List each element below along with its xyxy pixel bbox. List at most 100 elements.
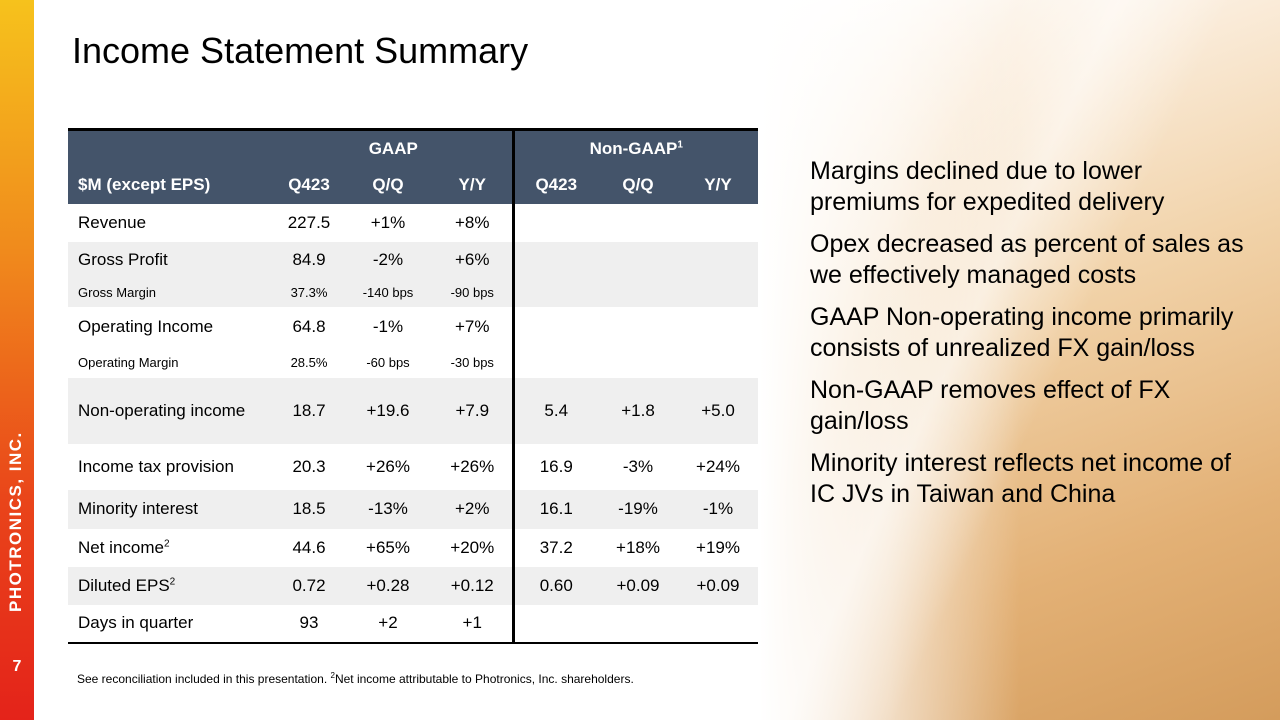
table-cell: -1% (372, 317, 404, 336)
table-cell: 37.3% (290, 285, 328, 300)
commentary-item: GAAP Non-operating income primarily cons… (810, 303, 1234, 362)
table-cell: 18.5 (292, 499, 326, 518)
row-label: Minority interest (78, 499, 198, 518)
table-cell (678, 242, 758, 279)
table-cell: 84.9 (292, 250, 326, 269)
header-empty-cell (68, 128, 275, 167)
table-cell: -2% (372, 250, 404, 269)
table-row: Operating Margin 28.5% -60 bps -30 bps (68, 347, 759, 378)
table-cell: +0.09 (696, 575, 740, 595)
table-row: Income tax provision 20.3 +26% +26% 16.9 -3% +… (68, 443, 759, 490)
table-cell: 0.72 (292, 575, 326, 595)
side-bar (0, 0, 34, 720)
table-row: Diluted EPS2 0.72 +0.28 +0.12 0.60 +0.09 +0.09 (68, 566, 759, 605)
table-cell: +6% (433, 241, 515, 279)
table-cell (513, 307, 598, 348)
table-cell: 44.6 (292, 537, 326, 557)
table-row: Net income2 44.6 +65% +20% 37.2 +18% +19% (68, 528, 759, 567)
column-header: $M (except EPS) (78, 175, 211, 194)
income-table: GAAP Non-GAAP1 $M (except EPS) Q423 Q/Q Y/Y… (68, 128, 759, 644)
table-cell: -3% (622, 456, 654, 476)
table-body: Revenue 227.5 +1% +8% Gross Profit 84.9 -2% +6%… (68, 203, 759, 644)
table-column-header: $M (except EPS) Q423 Q/Q Y/Y Q423 Q/Q Y/Y (68, 166, 759, 204)
commentary-item: Minority interest reflects net income of… (810, 449, 1231, 508)
table-cell: 28.5% (290, 355, 328, 370)
table-cell (598, 279, 678, 307)
row-label: Operating Income (78, 317, 214, 336)
background-fade (760, 0, 1020, 720)
table-cell: +26% (433, 443, 515, 490)
column-header: Q423 (535, 175, 578, 194)
table-row: Gross Profit 84.9 -2% +6% (68, 241, 759, 279)
table-cell: 18.7 (292, 400, 326, 420)
table-cell (678, 604, 759, 644)
table-cell (678, 348, 758, 378)
table-cell: +2% (433, 489, 515, 529)
table-cell: 16.1 (539, 499, 573, 518)
table-cell: -60 bps (366, 355, 410, 370)
table-cell: +5.0 (701, 400, 735, 420)
non-gaap-header: Non-GAAP1 (513, 128, 759, 167)
row-label: Gross Profit (78, 250, 168, 269)
table-cell: -30 bps (433, 347, 515, 378)
gaap-header: GAAP (275, 128, 515, 167)
table-cell: -19% (618, 499, 658, 518)
commentary-list: Margins declined due to lower premiums f… (810, 156, 1250, 521)
table-cell: +1% (370, 212, 406, 232)
table-cell (598, 604, 678, 644)
table-cell: -13% (368, 499, 408, 518)
column-header: Y/Y (704, 175, 732, 194)
table-cell (513, 204, 598, 242)
table-cell: +65% (366, 537, 410, 557)
table-cell: +19% (696, 537, 740, 557)
table-cell: +8% (433, 203, 515, 242)
table-cell: -140 bps (362, 285, 414, 300)
table-cell: +0.28 (366, 575, 410, 595)
column-header: Y/Y (433, 166, 515, 204)
table-row: Days in quarter 93 +2 +1 (68, 604, 759, 644)
table-row: Operating Income 64.8 -1% +7% (68, 306, 759, 348)
table-cell (598, 204, 678, 242)
page-title: Income Statement Summary (72, 30, 529, 71)
table-row: Gross Margin 37.3% -140 bps -90 bps (68, 278, 759, 307)
table-cell (678, 204, 758, 242)
table-row: Non-operating income 18.7 +19.6 +7.9 5.4 +1.8… (68, 377, 759, 444)
row-label: Gross Margin (78, 285, 157, 300)
table-cell: +24% (696, 456, 740, 476)
row-label: Income tax provision (78, 456, 234, 476)
row-label: Days in quarter (68, 604, 275, 644)
page-number: 7 (12, 658, 22, 675)
table-cell: -1% (702, 499, 734, 518)
table-cell: +20% (433, 528, 515, 567)
table-cell (513, 348, 598, 378)
row-label: Non-operating income (78, 400, 246, 420)
column-header: Q423 (288, 175, 330, 194)
table-cell: +7.9 (433, 377, 515, 444)
table-cell: 227.5 (287, 212, 331, 232)
table-cell: +19.6 (366, 400, 410, 420)
table-cell: 20.3 (292, 456, 326, 476)
table-cell: +1.8 (621, 400, 655, 420)
table-cell: -90 bps (433, 278, 515, 307)
table-cell: +0.09 (616, 575, 660, 595)
table-cell: 0.60 (539, 575, 573, 595)
table-row: Minority interest 18.5 -13% +2% 16.1 -19% -1% (68, 489, 759, 529)
row-label: Diluted EPS2 (78, 575, 176, 595)
table-cell (598, 242, 678, 279)
table-cell: 64.8 (292, 317, 326, 336)
table-row: Revenue 227.5 +1% +8% (68, 203, 759, 242)
table-cell (678, 279, 758, 307)
commentary-item: Margins declined due to lower premiums f… (810, 157, 1165, 216)
table-cell (598, 307, 678, 348)
table-cell: +7% (433, 306, 515, 348)
footnote: See reconciliation included in this pres… (77, 671, 634, 686)
table-cell: +1 (433, 604, 515, 644)
row-label: Operating Margin (78, 355, 179, 370)
table-cell: +0.12 (433, 566, 515, 605)
commentary-item: Non-GAAP removes effect of FX gain/loss (810, 376, 1171, 435)
table-cell: 93 (275, 604, 343, 644)
commentary-item: Opex decreased as percent of sales as we… (810, 230, 1244, 289)
row-label: Net income2 (78, 537, 170, 557)
table-cell: +18% (616, 537, 660, 557)
table-cell (598, 348, 678, 378)
